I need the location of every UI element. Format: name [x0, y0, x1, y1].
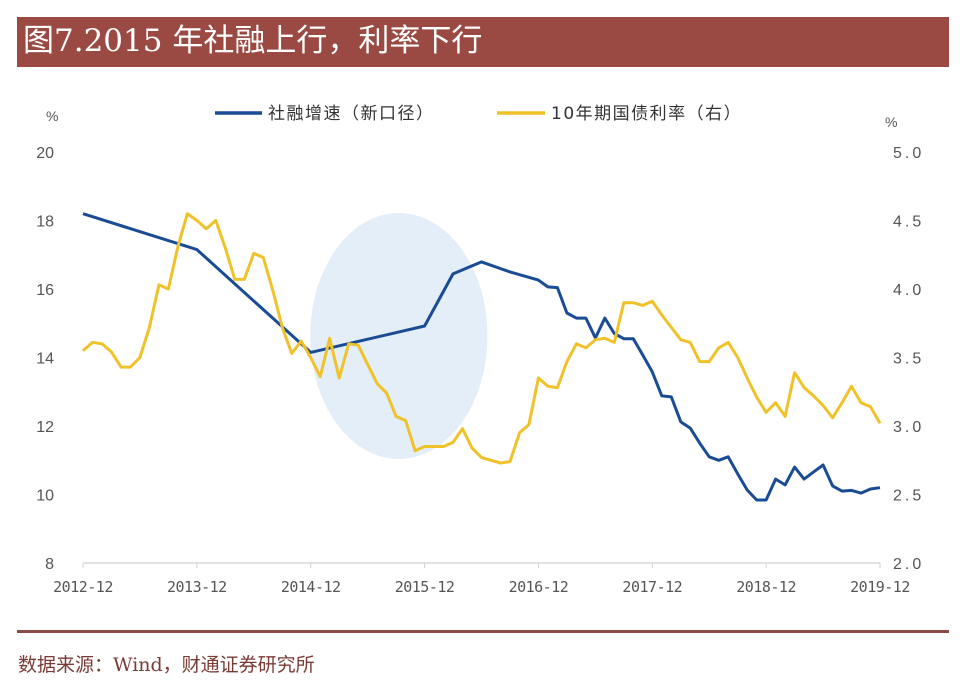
- y-right-tick-label: 4.5: [893, 214, 924, 231]
- legend-label: 社融增速（新口径）: [268, 104, 435, 124]
- x-tick-label: 2014-12: [281, 578, 341, 596]
- y-right-tick-label: 3.5: [893, 351, 924, 368]
- y-right-tick-label: 4.0: [893, 282, 924, 299]
- legend-label: 10年期国债利率（右）: [551, 104, 742, 124]
- x-tick-label: 2016-12: [509, 578, 569, 596]
- x-tick-label: 2017-12: [622, 578, 682, 596]
- y-right-tick-label: 3.0: [893, 419, 924, 436]
- y-left-tick-label: 20: [36, 145, 54, 162]
- y-left-unit: %: [46, 108, 58, 124]
- y-left-tick-label: 10: [36, 488, 54, 505]
- y-right-unit: %: [885, 114, 897, 130]
- x-tick-label: 2019-12: [850, 578, 910, 596]
- y-left-tick-label: 12: [36, 419, 54, 436]
- footer-divider: [17, 630, 949, 633]
- y-left-tick-label: 16: [36, 282, 54, 299]
- figure-title: 图7.2015 年社融上行，利率下行: [23, 23, 483, 59]
- y-left-tick-label: 8: [45, 556, 54, 573]
- series-line-social-financing: [82, 212, 881, 502]
- highlight-ellipse: [310, 213, 488, 459]
- x-tick-label: 2013-12: [167, 578, 227, 596]
- x-tick-label: 2015-12: [395, 578, 455, 596]
- y-right-tick-label: 2.0: [893, 556, 924, 573]
- y-left-tick-label: 14: [36, 351, 54, 368]
- source-note: 数据来源：Wind，财通证券研究所: [18, 654, 315, 676]
- y-right-tick-label: 2.5: [893, 488, 924, 505]
- y-right-tick-label: 5.0: [893, 145, 924, 162]
- x-tick-label: 2012-12: [53, 578, 113, 596]
- y-left-tick-label: 18: [36, 214, 54, 231]
- x-tick-label: 2018-12: [736, 578, 796, 596]
- figure-header: 图7.2015 年社融上行，利率下行: [17, 17, 949, 67]
